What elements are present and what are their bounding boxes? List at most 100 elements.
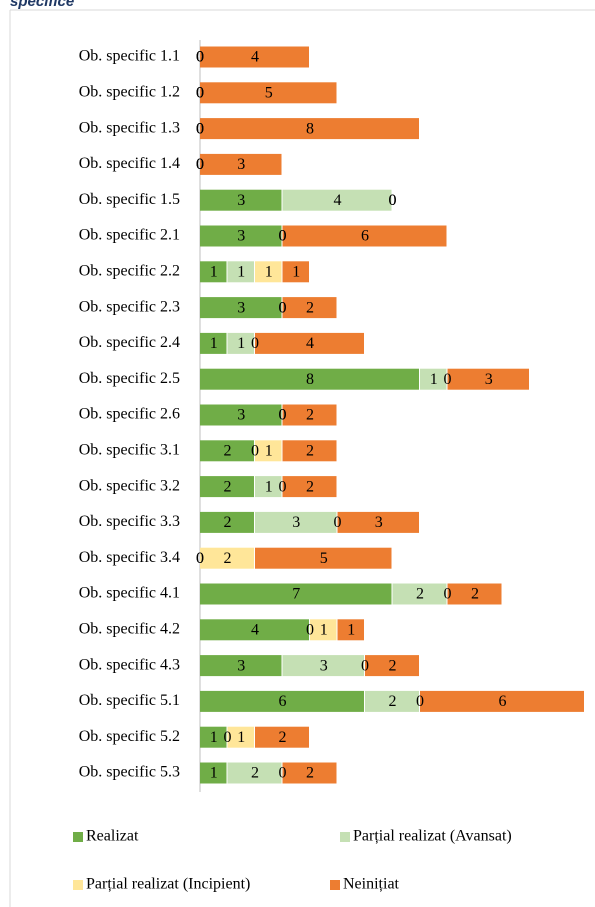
legend-swatch — [330, 880, 340, 890]
data-label: 2 — [224, 514, 232, 531]
data-label: 1 — [320, 621, 328, 638]
legend-label: Parțial realizat (Incipient) — [86, 876, 250, 893]
data-label: 0 — [361, 657, 369, 674]
bar-segment — [200, 655, 282, 677]
bar-segment — [200, 690, 364, 712]
data-label: 2 — [471, 586, 479, 603]
data-label: 0 — [196, 120, 204, 137]
bar-segment — [200, 46, 309, 68]
data-label: 0 — [279, 228, 287, 245]
data-label: 0 — [196, 49, 204, 66]
data-label: 2 — [251, 765, 259, 782]
data-label: 1 — [210, 765, 218, 782]
data-label: 0 — [251, 442, 259, 459]
data-label: 0 — [196, 120, 204, 137]
data-label: 0 — [196, 550, 204, 567]
data-label: 3 — [292, 514, 300, 531]
bar-segment — [282, 404, 337, 426]
data-label: 0 — [279, 228, 287, 245]
bar-segment — [200, 189, 282, 211]
data-label: 1 — [430, 371, 438, 388]
y-tick-label: Ob. specific 2.6 — [79, 406, 180, 423]
legend-label: Realizat — [86, 828, 139, 845]
bar-segment — [200, 332, 227, 354]
data-label: 2 — [306, 299, 314, 316]
bar-segment — [200, 153, 282, 175]
data-label: 0 — [279, 407, 287, 424]
data-label: 2 — [416, 586, 424, 603]
bar-segment — [200, 225, 282, 247]
bar-segment — [200, 583, 392, 605]
data-label: 4 — [251, 621, 259, 638]
data-label: 0 — [196, 120, 204, 137]
data-label: 0 — [196, 156, 204, 173]
bar-segment — [200, 762, 227, 784]
y-tick-label: Ob. specific 1.2 — [79, 83, 180, 100]
bar-segment — [200, 118, 419, 140]
bar-segment — [310, 619, 337, 641]
data-label: 3 — [320, 657, 328, 674]
data-label: 0 — [334, 514, 342, 531]
bar-segment — [255, 476, 282, 498]
y-tick-label: Ob. specific 1.3 — [79, 119, 180, 136]
data-label: 1 — [265, 478, 273, 495]
data-label: 0 — [444, 586, 452, 603]
bar-segment — [337, 619, 364, 641]
y-tick-label: Ob. specific 2.3 — [79, 298, 180, 315]
data-label: 0 — [416, 693, 424, 710]
data-label: 0 — [196, 84, 204, 101]
legend-label: Neinițiat — [343, 876, 400, 893]
data-label: 0 — [196, 550, 204, 567]
bar-segment — [255, 440, 282, 462]
data-label: 0 — [389, 192, 397, 209]
data-label: 5 — [265, 84, 273, 101]
y-tick-label: Ob. specific 4.2 — [79, 620, 180, 637]
data-label: 2 — [224, 442, 232, 459]
bar-segment — [255, 511, 337, 533]
data-label: 1 — [210, 335, 218, 352]
bar-segment — [447, 583, 502, 605]
data-label: 2 — [224, 550, 232, 567]
bar-segment — [200, 440, 254, 462]
data-label: 2 — [389, 657, 397, 674]
y-tick-label: Ob. specific 4.3 — [79, 656, 180, 673]
data-label: 0 — [196, 49, 204, 66]
y-tick-label: Ob. specific 1.5 — [79, 191, 180, 208]
data-label: 0 — [279, 299, 287, 316]
data-label: 2 — [306, 478, 314, 495]
bar-segment — [255, 547, 392, 569]
bar-segment — [447, 368, 529, 390]
data-label: 0 — [196, 156, 204, 173]
bar-segment — [227, 332, 254, 354]
data-label: 3 — [237, 299, 245, 316]
bar-segment — [282, 189, 392, 211]
data-label: 3 — [237, 228, 245, 245]
data-label: 0 — [389, 192, 397, 209]
data-label: 2 — [306, 765, 314, 782]
bar-segment — [227, 762, 282, 784]
bar-segment — [200, 297, 282, 319]
bar-segment — [282, 476, 337, 498]
data-label: 4 — [334, 192, 342, 209]
bar-segment — [200, 476, 254, 498]
data-label: 6 — [499, 693, 507, 710]
bar-segment — [282, 655, 364, 677]
y-tick-label: Ob. specific 5.1 — [79, 692, 180, 709]
y-tick-label: Ob. specific 2.5 — [79, 370, 180, 387]
bar-segment — [392, 583, 447, 605]
y-tick-label: Ob. specific 3.1 — [79, 441, 180, 458]
data-label: 3 — [237, 407, 245, 424]
y-tick-label: Ob. specific 3.2 — [79, 477, 180, 494]
data-label: 0 — [444, 371, 452, 388]
bar-segment — [200, 511, 254, 533]
bar-segment — [255, 261, 282, 283]
bar-segment — [227, 726, 254, 748]
data-label: 0 — [306, 621, 314, 638]
data-label: 0 — [224, 729, 232, 746]
bar-segment — [420, 368, 447, 390]
data-label: 0 — [279, 765, 287, 782]
data-label: 1 — [347, 621, 355, 638]
legend-label: Parțial realizat (Avansat) — [353, 828, 512, 845]
bar-segment — [227, 261, 254, 283]
